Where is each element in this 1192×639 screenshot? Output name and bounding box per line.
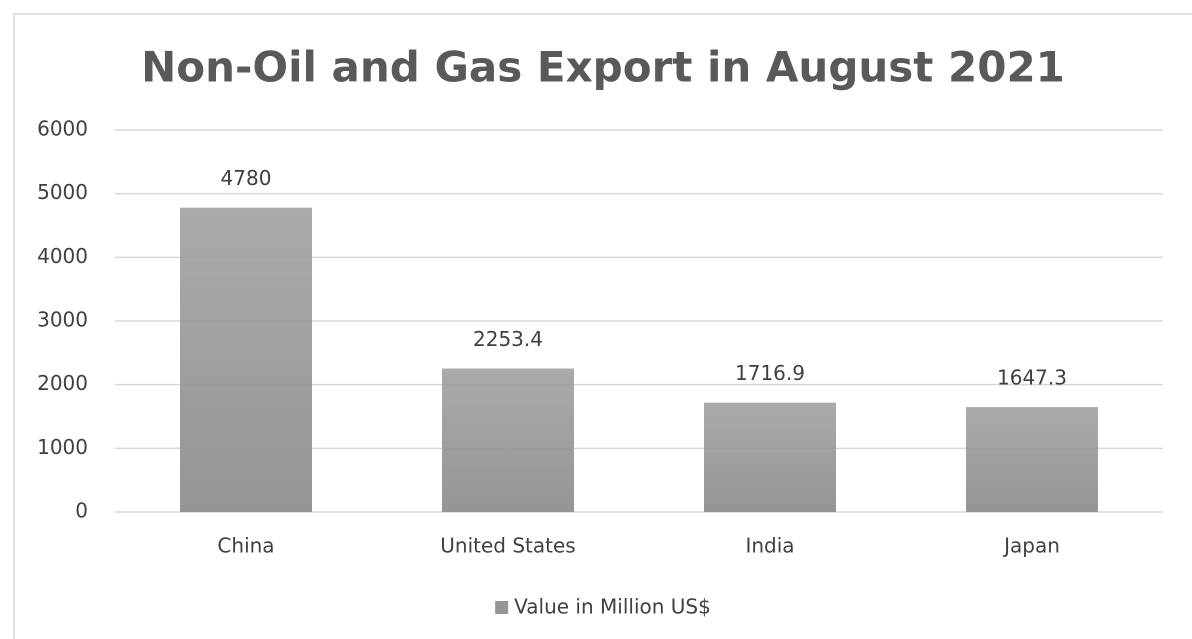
x-tick-label: Japan (1002, 534, 1060, 558)
y-tick-label: 2000 (37, 371, 88, 395)
data-label: 4780 (221, 166, 272, 190)
legend-swatch (495, 601, 509, 614)
y-tick-label: 4000 (37, 244, 88, 268)
bar (966, 407, 1098, 512)
bar (180, 207, 312, 512)
y-tick-label: 1000 (37, 435, 88, 459)
x-tick-label: United States (440, 534, 575, 558)
y-tick-label: 0 (75, 499, 88, 523)
bar (442, 368, 574, 512)
chart-frame (13, 13, 1192, 639)
legend-label: Value in Million US$ (514, 595, 711, 619)
x-tick-label: India (745, 534, 794, 558)
y-tick-label: 6000 (37, 117, 88, 141)
y-tick-label: 3000 (37, 308, 88, 332)
data-label: 1716.9 (735, 361, 805, 385)
legend-item: Value in Million US$ (495, 595, 711, 619)
data-label: 2253.4 (473, 327, 543, 351)
x-tick-label: China (217, 534, 274, 558)
chart-title: Non-Oil and Gas Export in August 2021 (141, 43, 1065, 92)
bar (704, 402, 836, 512)
data-label: 1647.3 (997, 366, 1067, 390)
y-tick-label: 5000 (37, 180, 88, 204)
